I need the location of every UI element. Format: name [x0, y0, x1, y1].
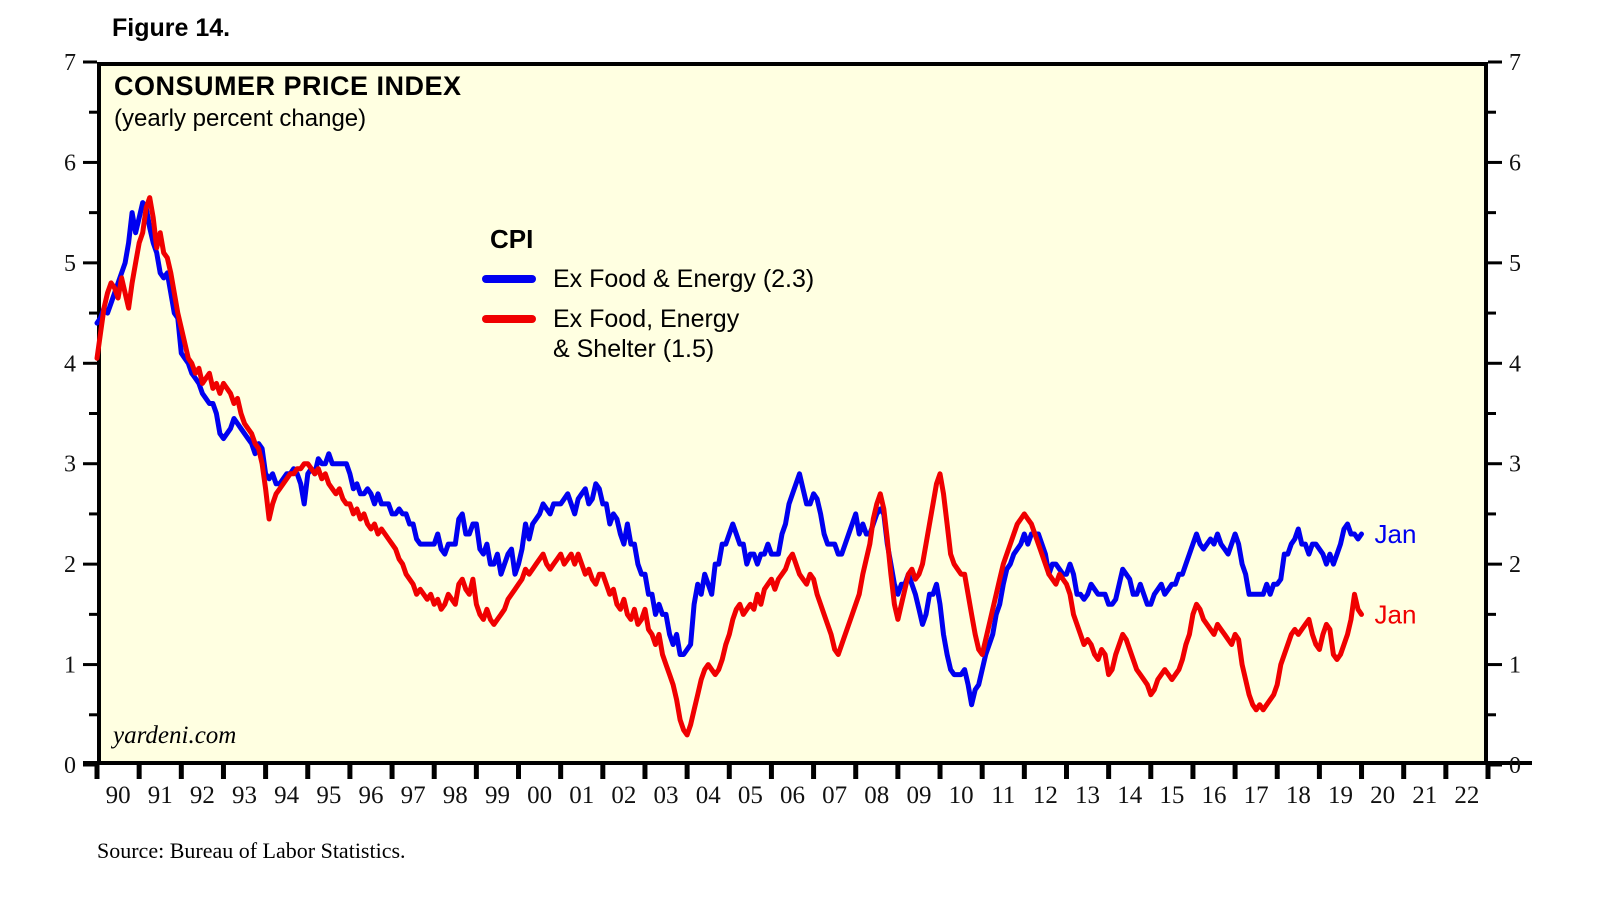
x-axis-tick-label: 20 [1370, 782, 1395, 809]
x-axis-tick-label: 17 [1244, 782, 1269, 809]
legend-swatch-blue [482, 275, 536, 283]
y-axis-tick-label: 6 [1509, 150, 1521, 176]
x-axis-tick-label: 18 [1286, 782, 1311, 809]
legend-label: Ex Food, Energy & Shelter (1.5) [553, 304, 739, 365]
y-axis-tick-label: 7 [1509, 50, 1521, 76]
y-axis-tick-label: 3 [64, 452, 76, 478]
legend-label: Ex Food & Energy (2.3) [553, 264, 814, 295]
y-axis-tick-label: 5 [1509, 251, 1521, 277]
source-note: Source: Bureau of Labor Statistics. [97, 838, 406, 863]
legend: CPI Ex Food & Energy (2.3) Ex Food, Ener… [482, 224, 814, 365]
y-axis-tick-label: 4 [1509, 351, 1521, 377]
x-axis-tick-label: 07 [822, 782, 847, 809]
x-axis-tick-label: 13 [1075, 782, 1100, 809]
legend-label-line: & Shelter (1.5) [553, 335, 715, 363]
series-line-ex-food-energy-shelter [94, 195, 1364, 738]
x-axis-tick-label: 96 [358, 782, 383, 809]
legend-swatch-red [482, 314, 536, 323]
legend-label-line: Ex Food & Energy (2.3) [553, 265, 815, 293]
x-axis-tick-label: 08 [864, 782, 889, 809]
x-axis-tick-label: 03 [654, 782, 679, 809]
x-axis-tick-label: 90 [106, 782, 131, 809]
x-axis-tick-label: 01 [569, 782, 594, 809]
legend-item-ex-food-energy-shelter: Ex Food, Energy & Shelter (1.5) [482, 304, 814, 365]
chart-title: CONSUMER PRICE INDEX [114, 71, 462, 101]
x-axis-tick-label: 04 [696, 782, 722, 809]
y-axis-tick-label: 1 [1509, 653, 1521, 679]
x-axis-tick-label: 91 [148, 782, 173, 809]
x-axis-tick-label: 15 [1159, 782, 1184, 809]
watermark: yardeni.com [113, 722, 237, 749]
y-axis-tick-label: 0 [1509, 753, 1521, 779]
y-axis-tick-label: 7 [64, 50, 76, 76]
legend-heading: CPI [490, 224, 534, 254]
x-axis-tick-label: 94 [274, 782, 300, 809]
y-axis-tick-label: 2 [1509, 552, 1521, 578]
x-axis-tick-label: 97 [401, 782, 426, 809]
figure-label: Figure 14. [112, 14, 231, 42]
x-axis-tick-label: 99 [485, 782, 510, 809]
x-axis-tick-label: 93 [232, 782, 257, 809]
x-axis-tick-label: 10 [949, 782, 974, 809]
x-axis-tick-label: 06 [780, 782, 805, 809]
x-axis-tick-label: 14 [1117, 782, 1143, 809]
plot-area [97, 62, 1488, 765]
y-axis-tick-label: 3 [1509, 452, 1521, 478]
x-axis-tick-label: 11 [991, 782, 1015, 809]
series-end-label-ex-food-energy-shelter: Jan [1375, 599, 1417, 629]
y-axis-tick-label: 0 [64, 753, 76, 779]
series-end-label-ex-food-energy: Jan [1375, 519, 1417, 549]
x-axis-tick-label: 22 [1454, 782, 1479, 809]
x-axis-tick-label: 05 [738, 782, 763, 809]
x-axis-tick-label: 02 [611, 782, 636, 809]
x-axis-tick-label: 21 [1412, 782, 1437, 809]
x-axis-tick-label: 19 [1328, 782, 1353, 809]
y-axis-tick-label: 1 [64, 653, 76, 679]
x-axis-tick-label: 92 [190, 782, 215, 809]
y-axis-tick-label: 6 [64, 150, 76, 176]
y-axis-tick-label: 4 [64, 351, 76, 377]
x-axis-tick-label: 98 [443, 782, 468, 809]
x-axis-tick-label: 16 [1202, 782, 1227, 809]
x-axis-tick-label: 95 [316, 782, 341, 809]
y-axis-tick-label: 2 [64, 552, 76, 578]
chart-subtitle: (yearly percent change) [114, 105, 367, 132]
series-line-ex-food-energy [94, 200, 1364, 708]
chart-header: CONSUMER PRICE INDEX (yearly percent cha… [114, 71, 462, 133]
x-axis-tick-label: 09 [906, 782, 931, 809]
legend-item-ex-food-energy: Ex Food & Energy (2.3) [482, 264, 814, 295]
x-axis-tick-label: 12 [1033, 782, 1058, 809]
x-axis-tick-label: 00 [527, 782, 552, 809]
legend-label-line: Ex Food, Energy [553, 304, 740, 333]
y-axis-tick-label: 5 [64, 251, 76, 277]
